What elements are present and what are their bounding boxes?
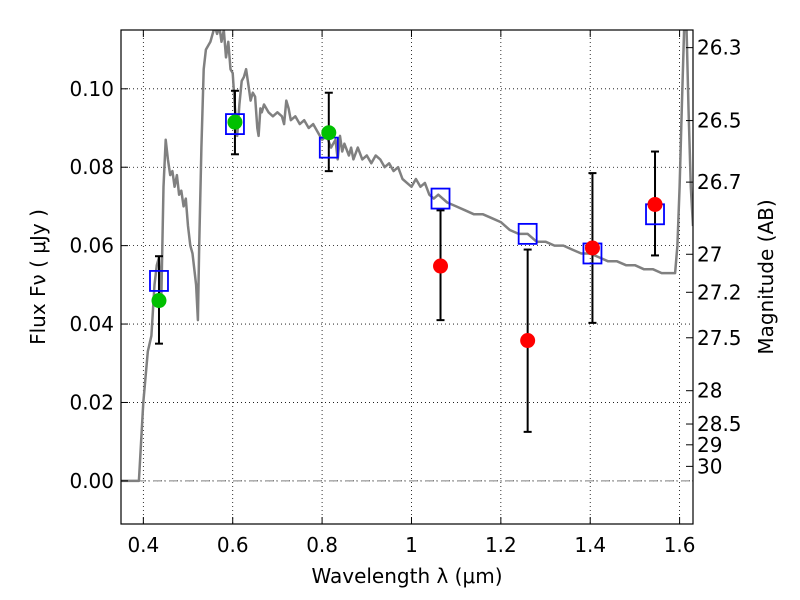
detection-point-red: [647, 196, 663, 212]
right-tick-label: 26.5: [697, 109, 742, 133]
detection-point-red: [584, 240, 600, 256]
plot-frame: [120, 29, 694, 525]
model-photometry-square: [517, 222, 538, 245]
model-photometry-square: [225, 113, 245, 135]
x-tick-label: 1.2: [485, 533, 517, 557]
right-tick-label: 27: [697, 242, 722, 266]
plot-background: [121, 30, 693, 524]
model-spectrum-layer: [121, 30, 693, 483]
x-tick-label: 1.6: [664, 533, 696, 557]
right-axis-label: Magnitude (AB): [754, 199, 778, 354]
x-tick-label: 0.6: [217, 533, 249, 557]
marker-layer: [149, 113, 665, 349]
right-tick-label: 28.5: [697, 412, 742, 436]
y-tick-label: 0.02: [69, 390, 114, 414]
detection-point-green: [321, 125, 337, 141]
y-tick-label: 0.10: [69, 77, 114, 101]
right-tick-label: 29: [697, 433, 722, 457]
ticks: [121, 30, 693, 524]
x-axis-label: Wavelength λ (μm): [311, 564, 502, 588]
model-spectrum-line: [121, 30, 693, 483]
tick-labels: 0.4 0.6 0.8 1 1.2 1.4 1.6 0.00 0.02 0.04 0.06 0.08 0…: [69, 36, 741, 557]
right-tick-label: 30: [697, 454, 722, 478]
right-tick-label: 27.2: [697, 280, 742, 304]
right-tick-label: 26.7: [697, 170, 742, 194]
x-tick-label: 0.8: [306, 533, 338, 557]
y-tick-label: 0.06: [69, 234, 114, 258]
right-tick-label: 26.3: [697, 36, 742, 60]
x-tick-label: 0.4: [127, 533, 159, 557]
model-photometry-square: [149, 270, 169, 292]
detection-point-green: [227, 114, 243, 130]
model-photometry-square: [430, 187, 451, 210]
x-tick-label: 1: [405, 533, 418, 557]
right-tick-label: 27.5: [697, 326, 742, 350]
right-tick-label: 28: [697, 379, 722, 403]
y-tick-label: 0.08: [69, 155, 114, 179]
detection-point-red: [433, 258, 449, 274]
y-tick-label: 0.00: [69, 469, 114, 493]
y-axis-label: Flux Fν ( μJy ): [26, 209, 50, 345]
x-tick-label: 1.4: [574, 533, 606, 557]
detection-point-red: [520, 333, 536, 349]
detection-point-green: [151, 293, 167, 309]
y-tick-label: 0.04: [69, 312, 114, 336]
